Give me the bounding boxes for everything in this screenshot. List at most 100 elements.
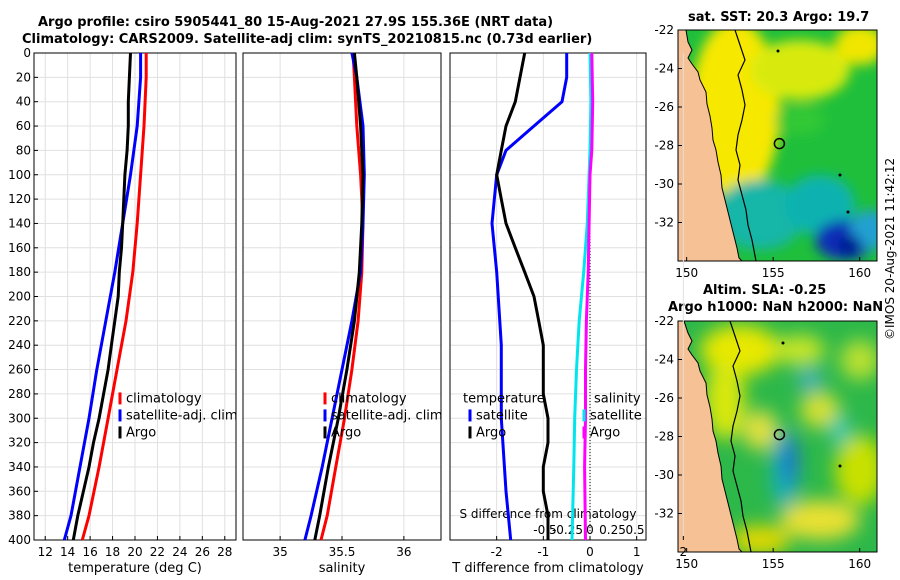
sst-profile-marker <box>773 137 786 150</box>
y-tick-label: 340 <box>8 460 31 474</box>
legend-label: satellite <box>590 408 642 423</box>
lat-tick-label: -22 <box>654 314 674 328</box>
legend-label: satellite <box>476 408 528 423</box>
y-tick-label: 380 <box>8 509 31 523</box>
y-tick-label: 180 <box>8 265 31 279</box>
legend-label: climatology <box>331 391 407 406</box>
lon-tick-label: 150 <box>675 557 698 571</box>
sla-map-title: Altim. SLA: -0.25 <box>703 283 827 298</box>
lon-tick-label: 155 <box>762 557 785 571</box>
coastline <box>685 30 743 261</box>
lon-tick-label: 155 <box>762 266 785 280</box>
legend-label: Argo <box>331 425 361 440</box>
coastline-2 <box>683 321 743 552</box>
sst-map-title: sat. SST: 20.3 Argo: 19.7 <box>688 10 870 25</box>
y-tick-label: 200 <box>8 290 31 304</box>
y-tick-label: 140 <box>8 216 31 230</box>
legend-label: climatology <box>126 391 202 406</box>
y-tick-label: 100 <box>8 168 31 182</box>
x-tick-label: -2 <box>491 545 503 559</box>
x-tick-label: 22 <box>150 545 165 559</box>
x-tick-label: 24 <box>172 545 187 559</box>
x-tick-label: 0 <box>586 545 594 559</box>
x2-tick-label: -0.5 <box>533 523 556 537</box>
series-temperature-argo <box>495 52 550 540</box>
lat-tick-label: -32 <box>654 216 674 230</box>
title-line-1: Argo profile: csiro 5905441_80 15-Aug-20… <box>38 15 554 30</box>
series-argo <box>313 52 365 541</box>
lon-tick-label: 160 <box>848 557 871 571</box>
y-tick-label: 280 <box>8 387 31 401</box>
series-temperature-satellite <box>490 53 569 541</box>
lon-tick-label: 160 <box>848 266 871 280</box>
y-tick-label: 20 <box>16 70 31 84</box>
x-tick-label: 35 <box>272 545 287 559</box>
y-tick-label: 40 <box>16 95 31 109</box>
x-tick-label: 20 <box>127 545 142 559</box>
lat-tick-label: -32 <box>654 507 674 521</box>
y-tick-label: 60 <box>16 119 31 133</box>
sla-map <box>678 321 877 552</box>
sla-profile-marker <box>773 428 786 441</box>
panel-temperature: 12 14 16 18 20 22 24 26 28 temperature (deg C) 0 20… <box>8 46 238 576</box>
x-tick-label: 18 <box>105 545 120 559</box>
x-tick-label: 14 <box>60 545 75 559</box>
lon-tick-label: 150 <box>675 266 698 280</box>
series-climatology <box>319 52 365 541</box>
x2-tick-label: 0.25 <box>599 523 626 537</box>
land-mask <box>678 30 742 261</box>
y-tick-label: 300 <box>8 411 31 425</box>
x2-tick-label: -0.25 <box>552 523 583 537</box>
legend-label: Argo <box>126 425 156 440</box>
y-tick-label: 0 <box>23 46 31 60</box>
x-tick-label: 2 <box>680 545 688 559</box>
title-line-2: Climatology: CARS2009. Satellite-adj cli… <box>22 32 593 47</box>
y-tick-label: 260 <box>8 363 31 377</box>
x-tick-label: 36 <box>396 545 411 559</box>
x-tick-label: 26 <box>195 545 210 559</box>
lat-tick-label: -24 <box>654 62 674 76</box>
series-argo <box>71 52 132 541</box>
y-tick-label: 240 <box>8 338 31 352</box>
legend-group-title: temperature <box>463 391 545 406</box>
y-tick-label: 160 <box>8 241 31 255</box>
y-tick-label: 400 <box>8 533 31 547</box>
sla-map-title-2: Argo h1000: NaN h2000: NaN <box>668 300 884 315</box>
y-tick-label: 320 <box>8 436 31 450</box>
x-axis-label: T difference from climatology <box>451 561 644 576</box>
lat-tick-label: -30 <box>654 177 674 191</box>
series-salinity-satellite <box>570 52 593 541</box>
legend-label: satellite-adj. clim <box>331 408 443 423</box>
bathymetry-contour <box>734 30 757 261</box>
x-tick-label: 16 <box>82 545 97 559</box>
y-tick-label: 360 <box>8 484 31 498</box>
land-mask-2 <box>678 321 742 552</box>
lat-tick-label: -28 <box>654 139 674 153</box>
x2-tick-label: 0.5 <box>625 523 644 537</box>
legend-label: satellite-adj. clim <box>126 408 238 423</box>
y-tick-label: 220 <box>8 314 31 328</box>
x2-tick-label: 0 <box>586 523 594 537</box>
x-axis-label: salinity <box>319 561 366 576</box>
lat-tick-label: -22 <box>654 23 674 37</box>
legend-label: Argo <box>590 425 620 440</box>
y-tick-label: 80 <box>16 143 31 157</box>
lat-tick-label: -30 <box>654 468 674 482</box>
x-axis-label: temperature (deg C) <box>68 561 202 576</box>
lat-tick-label: -28 <box>654 430 674 444</box>
legend-label: Argo <box>476 425 506 440</box>
legend-group-title: salinity <box>594 391 641 406</box>
series-climatology <box>80 53 148 541</box>
x-tick-label: 1 <box>633 545 641 559</box>
x-tick-label: -1 <box>537 545 549 559</box>
x-tick-label: 12 <box>38 545 53 559</box>
x-tick-label: 28 <box>217 545 232 559</box>
series-satellite-adj-clim <box>62 53 143 541</box>
x-tick-label: 35.5 <box>329 545 356 559</box>
bathymetry-contour-2 <box>729 321 752 552</box>
lat-tick-label: -26 <box>654 391 674 405</box>
panel-salinity: 35 35.5 36 salinity climatology satellite-adj… <box>242 52 443 576</box>
lat-tick-label: -26 <box>654 100 674 114</box>
